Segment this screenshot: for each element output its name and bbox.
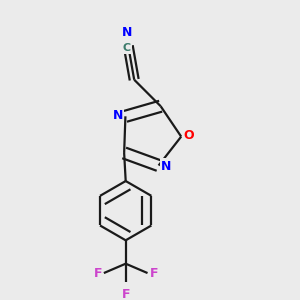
Text: N: N — [112, 109, 123, 122]
Text: N: N — [161, 160, 172, 172]
Text: O: O — [184, 130, 194, 142]
Text: C: C — [123, 43, 131, 52]
Text: N: N — [122, 26, 133, 39]
Text: F: F — [93, 267, 102, 280]
Text: F: F — [122, 288, 130, 300]
Text: F: F — [149, 267, 158, 280]
